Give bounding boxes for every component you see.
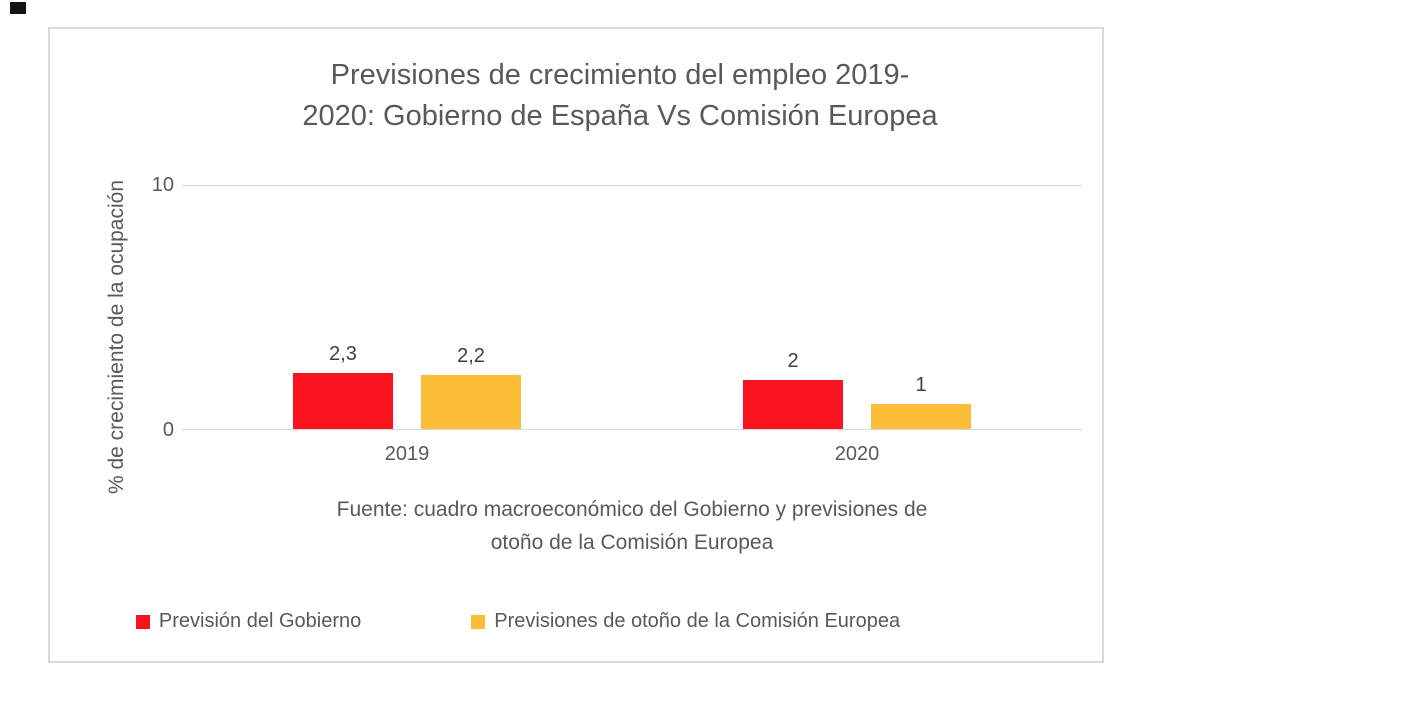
legend-label: Previsión del Gobierno xyxy=(158,610,362,632)
y-axis-tick-label: 0 xyxy=(162,419,174,441)
legend-swatch xyxy=(135,614,150,629)
plot-area: 2,3 2,2 2 1 xyxy=(182,185,1082,430)
source-note-line-2: otoño de la Comisión Europea xyxy=(490,531,774,554)
legend-swatch xyxy=(471,614,486,629)
chart-frame: Previsiones de crecimiento del empleo 20… xyxy=(48,27,1104,663)
chart-title: Previsiones de crecimiento del empleo 20… xyxy=(170,55,1070,137)
bar-2019-series-1 xyxy=(421,375,521,429)
y-axis-ticks: 0 10 xyxy=(110,174,174,441)
gridline-10 xyxy=(182,185,1082,186)
legend: Previsión del Gobierno Previsiones de oto… xyxy=(50,610,986,633)
chart-title-line-1: Previsiones de crecimiento del empleo 20… xyxy=(330,59,910,91)
bar-value-label: 2,2 xyxy=(457,345,485,367)
source-note-line-1: Fuente: cuadro macroeconómico del Gobier… xyxy=(336,498,928,521)
bar-2019-series-0 xyxy=(293,373,393,429)
legend-item-series-1: Previsiones de otoño de la Comisión Euro… xyxy=(471,610,900,633)
x-axis-category-label: 2019 xyxy=(384,443,430,465)
y-axis-tick-label: 10 xyxy=(151,174,174,196)
legend-label: Previsiones de otoño de la Comisión Euro… xyxy=(494,610,901,632)
bar-value-label: 2 xyxy=(787,350,799,372)
legend-item-series-0: Previsión del Gobierno xyxy=(135,610,362,633)
bar-value-label: 1 xyxy=(915,374,927,396)
source-note: Fuente: cuadro macroeconómico del Gobier… xyxy=(182,493,1082,559)
bar-value-label: 2,3 xyxy=(329,343,357,365)
bar-2020-series-1 xyxy=(871,404,971,429)
chart-title-line-2: 2020: Gobierno de España Vs Comisión Eur… xyxy=(302,100,938,132)
x-axis-category-label: 2020 xyxy=(834,443,880,465)
x-axis-line xyxy=(182,429,1082,430)
bar-2020-series-0 xyxy=(743,380,843,429)
screen-corner-artifact xyxy=(10,2,26,14)
x-axis-labels: 2019 2020 xyxy=(182,443,1082,473)
